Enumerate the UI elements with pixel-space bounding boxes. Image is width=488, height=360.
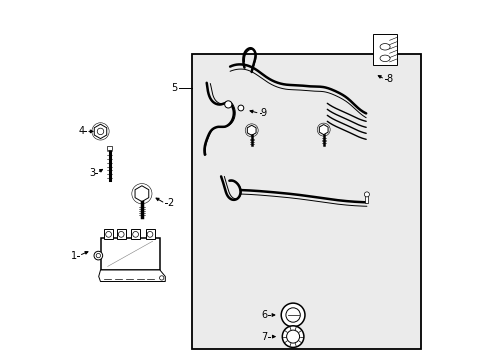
Bar bbox=[192, 54, 420, 349]
Text: 9: 9 bbox=[260, 108, 266, 118]
Circle shape bbox=[364, 192, 368, 197]
Circle shape bbox=[286, 330, 299, 343]
Circle shape bbox=[282, 326, 303, 347]
Text: 6: 6 bbox=[261, 310, 267, 320]
Text: 5: 5 bbox=[171, 83, 178, 93]
Text: 3: 3 bbox=[89, 168, 95, 178]
Circle shape bbox=[238, 105, 244, 111]
Polygon shape bbox=[99, 270, 165, 282]
Circle shape bbox=[105, 231, 111, 237]
Circle shape bbox=[281, 303, 305, 327]
Bar bbox=[131, 229, 140, 239]
Bar bbox=[101, 238, 160, 270]
Circle shape bbox=[224, 101, 231, 108]
Text: 2: 2 bbox=[167, 198, 173, 208]
Bar bbox=[104, 229, 113, 239]
Circle shape bbox=[94, 251, 102, 260]
Bar bbox=[145, 229, 154, 239]
Text: 8: 8 bbox=[386, 74, 392, 84]
Ellipse shape bbox=[379, 55, 389, 62]
Circle shape bbox=[97, 128, 103, 135]
Circle shape bbox=[132, 231, 138, 237]
Text: 1: 1 bbox=[71, 251, 77, 261]
Circle shape bbox=[159, 276, 163, 280]
Circle shape bbox=[147, 231, 153, 237]
Text: 7: 7 bbox=[261, 332, 267, 342]
Circle shape bbox=[96, 253, 101, 258]
Ellipse shape bbox=[379, 44, 389, 50]
Bar bbox=[373, 34, 396, 65]
Circle shape bbox=[118, 231, 124, 237]
Bar bbox=[365, 196, 367, 203]
Circle shape bbox=[285, 308, 300, 322]
Bar bbox=[107, 146, 112, 150]
Bar bbox=[117, 229, 125, 239]
Text: 4: 4 bbox=[78, 126, 84, 136]
